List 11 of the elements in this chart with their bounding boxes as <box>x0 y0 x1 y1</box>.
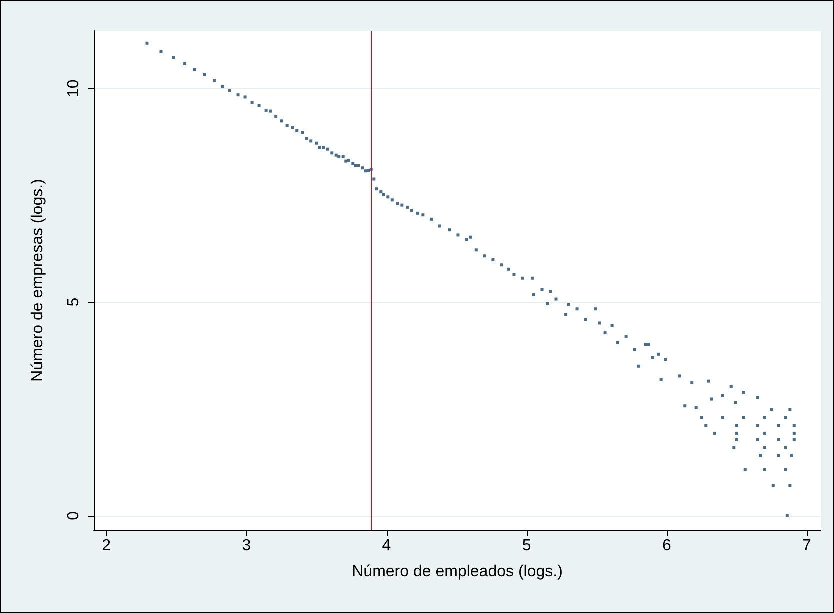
x-tick-label: 4 <box>382 538 392 554</box>
x-axis-title: Número de empleados (logs.) <box>352 564 563 580</box>
x-tick-label: 7 <box>802 538 812 554</box>
y-tick-label: 0 <box>66 511 82 520</box>
y-tick-label: 10 <box>66 80 82 98</box>
x-tick-label: 5 <box>522 538 532 554</box>
y-axis-title: Número de empresas (logs.) <box>30 179 46 382</box>
x-tick-label: 2 <box>102 538 112 554</box>
y-tick-label: 5 <box>66 298 82 307</box>
x-tick-label: 6 <box>662 538 672 554</box>
x-tick-label: 3 <box>242 538 252 554</box>
